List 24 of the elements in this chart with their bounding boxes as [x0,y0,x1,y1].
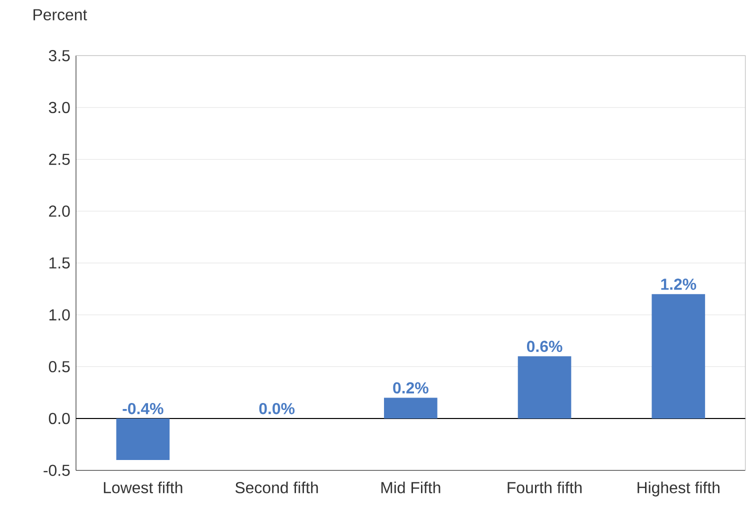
y-tick-label: 3.5 [48,50,70,62]
data-label: 0.0% [259,402,295,414]
data-label: -0.4% [122,402,164,414]
bar [116,418,170,460]
y-axis-title: Percent [34,9,88,20]
x-tick-label: Highest fifth [638,482,720,496]
x-tick-label: Mid Fifth [381,482,440,494]
y-tick-label: 1.5 [49,257,70,269]
y-tick-label: 1.0 [49,309,70,320]
y-tick-label: 3.0 [48,102,70,114]
bar [652,294,706,418]
y-tick-label: -0.5 [44,464,70,476]
bar [384,398,438,418]
x-tick-label: Fourth fifth [508,482,582,494]
y-tick-label: 2.5 [49,154,70,165]
y-tick-label: 2.0 [49,206,70,217]
y-tick-label: 0.0 [48,412,70,424]
x-tick-label: Second fifth [235,482,318,494]
data-label: 0.6% [526,340,562,352]
data-label: 0.2% [393,382,428,394]
x-tick-label: Lowest fifth [104,482,182,494]
y-tick-label: 0.5 [48,361,70,372]
bar [518,356,572,418]
data-label: 1.2% [661,278,696,290]
